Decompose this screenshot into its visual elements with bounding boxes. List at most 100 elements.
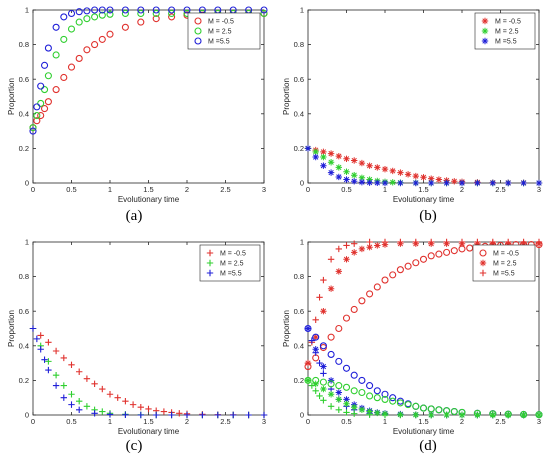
data-point [320,276,327,284]
data-point [67,25,76,33]
data-point [60,35,68,43]
data-point [389,397,397,405]
data-point [304,325,312,332]
data-point [312,346,319,353]
y-tick-label: 0.2 [294,376,304,385]
data-point [397,179,404,187]
data-point [37,111,45,120]
data-point [199,411,206,419]
data-point [137,18,145,26]
data-point [312,153,319,161]
data-point [520,238,527,246]
data-point [535,238,543,246]
x-tick-label: 2 [460,185,464,194]
data-point [320,162,327,169]
data-point [68,401,75,408]
data-point [389,271,397,279]
y-tick-label: 0.4 [19,341,29,350]
data-point [312,380,319,388]
data-point [443,411,450,419]
data-point [33,111,41,120]
data-point [327,169,335,176]
data-point [373,394,381,402]
data-point [91,6,99,14]
legend-label: M = -0.5 [495,19,521,26]
data-point [366,411,373,418]
data-point [427,252,435,260]
legend-marker [194,37,202,45]
data-point [37,82,45,90]
legend-marker [206,249,214,257]
data-point [489,411,496,419]
data-point [412,402,420,410]
data-point [45,366,52,374]
data-point [37,332,44,339]
y-tick-label: 0 [300,411,304,420]
data-point [374,409,381,417]
data-point [327,391,335,398]
data-point [404,262,412,270]
data-point [520,411,527,419]
data-point [44,44,52,52]
data-point [327,150,335,157]
data-point [121,6,129,14]
data-point [350,371,358,379]
data-point [343,256,350,263]
data-point [312,316,319,324]
data-point [443,248,451,256]
data-point [304,145,312,152]
data-point [76,406,83,414]
data-point [412,172,419,180]
data-point [535,179,543,187]
data-point [44,72,52,80]
data-point [91,13,99,21]
data-point [319,378,327,386]
data-point [308,382,316,389]
data-point [52,347,60,355]
data-point [316,294,323,301]
data-point [351,172,358,179]
data-point [450,247,458,255]
y-tick-label: 0.4 [294,109,304,118]
data-point [351,410,358,417]
data-point [29,325,37,332]
data-point [327,350,335,358]
data-point [458,238,466,246]
data-point [428,179,435,187]
data-point [520,179,527,187]
data-point [320,308,327,315]
x-tick-label: 3 [262,185,266,194]
data-point [168,9,176,18]
y-tick-label: 0.2 [19,376,29,385]
data-point [327,159,335,166]
data-point [91,410,98,417]
data-point [230,411,237,419]
legend: M = -0.5 M = 2.5 M =5.5 [474,12,536,50]
data-point [29,124,37,132]
data-point [428,238,435,246]
data-point [106,6,114,14]
data-point [351,404,358,411]
data-point [366,290,374,298]
panel-label-c: (c) [125,438,143,454]
legend-marker [206,269,214,277]
legend-marker [194,17,202,25]
x-tick-label: 2.5 [220,417,230,426]
x-tick-label: 0 [31,185,35,194]
data-point [351,157,358,164]
data-point [366,392,374,400]
x-tick-label: 1 [383,185,387,194]
data-point [183,411,191,419]
data-point [52,23,60,31]
data-point [83,7,91,15]
data-point [52,86,60,94]
x-tick-label: 1 [383,417,387,426]
data-point [312,333,320,341]
data-point [358,406,366,414]
data-point [68,361,75,369]
data-point [160,408,168,415]
x-tick-label: 1.5 [418,185,428,194]
data-point [342,383,351,391]
legend-marker [481,37,489,45]
data-point [404,171,412,178]
